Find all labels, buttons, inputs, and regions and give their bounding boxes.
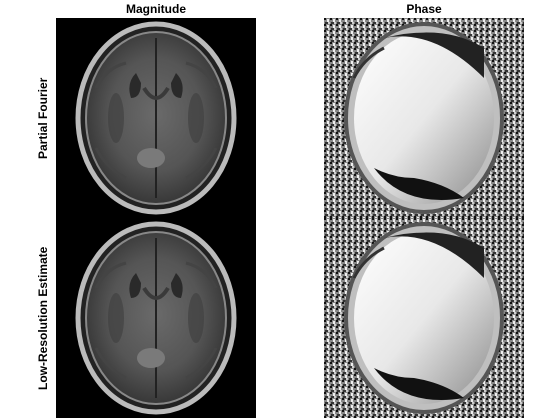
column-title-magnitude: Magnitude bbox=[126, 2, 186, 16]
magnitude-image-partial-fourier bbox=[56, 18, 256, 218]
column-title-phase: Phase bbox=[406, 2, 442, 16]
row-label-partial-fourier: Partial Fourier bbox=[36, 77, 50, 159]
phase-image-low-resolution bbox=[324, 218, 524, 418]
phase-image-partial-fourier bbox=[324, 18, 524, 218]
magnitude-image-low-resolution bbox=[56, 218, 256, 418]
row-label-low-resolution: Low-Resolution Estimate bbox=[36, 246, 50, 390]
